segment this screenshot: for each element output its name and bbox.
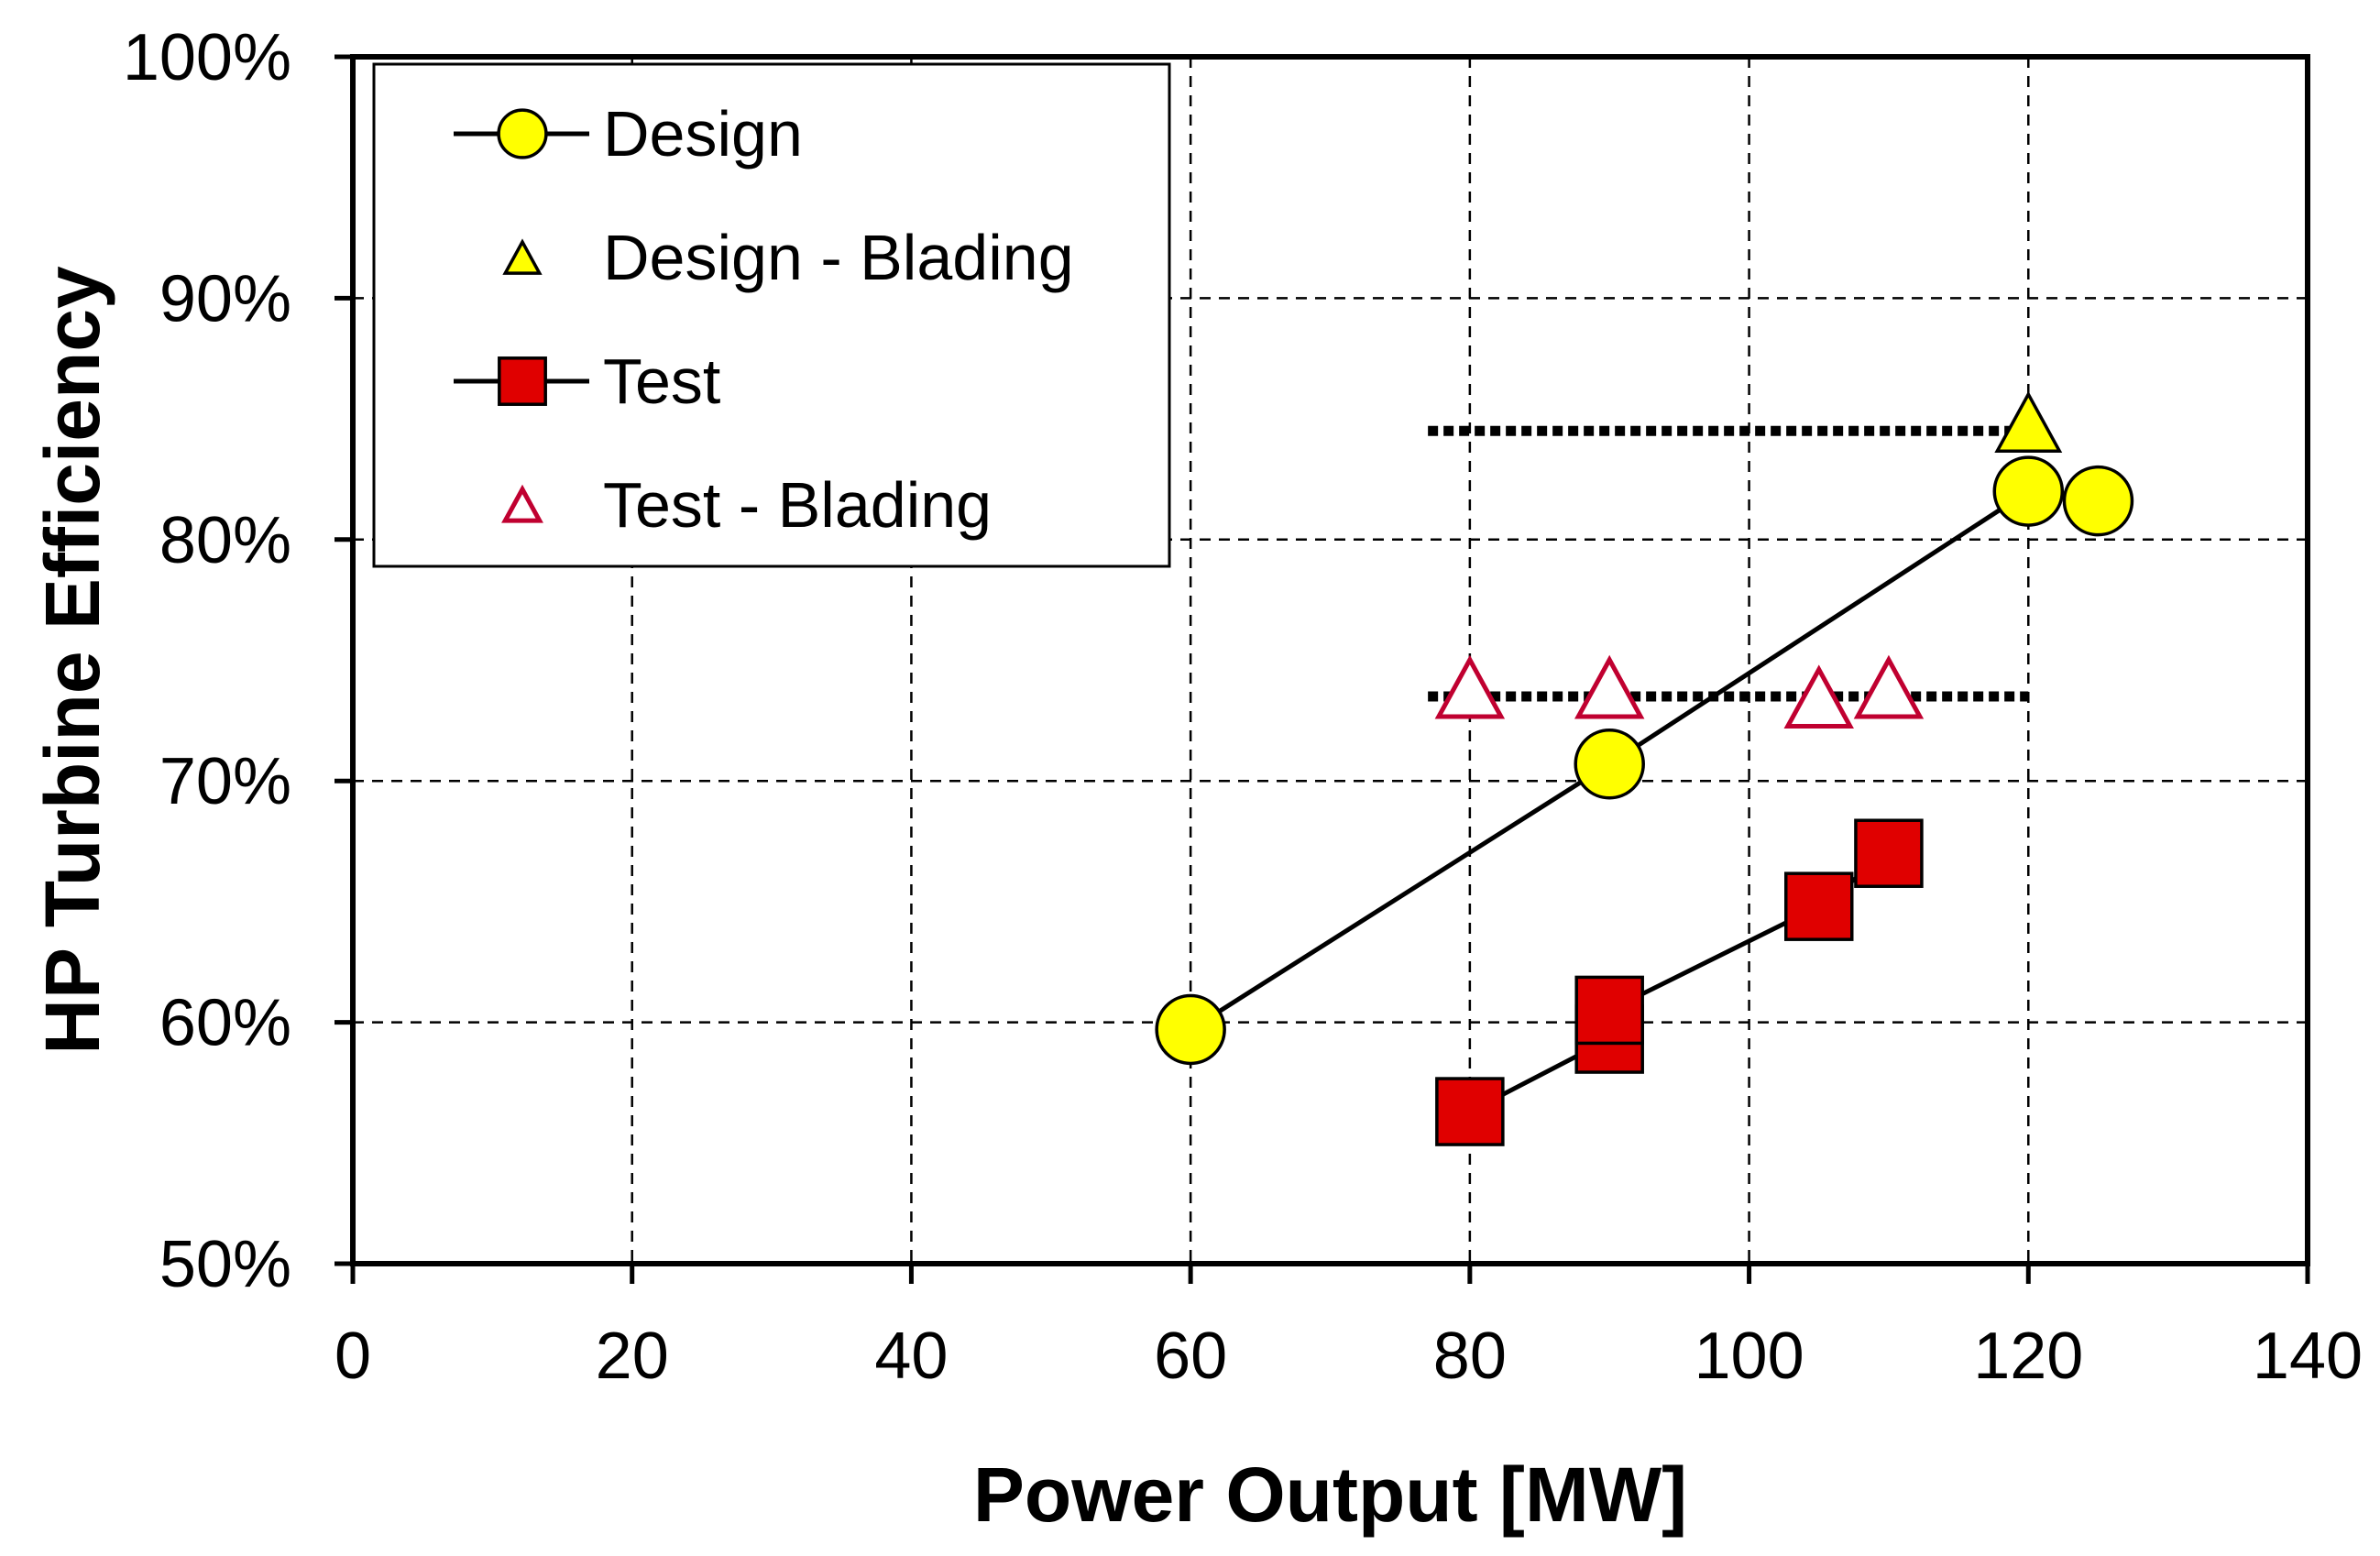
x-tick-label: 80: [1433, 1320, 1507, 1393]
data-point: [1853, 654, 1925, 719]
legend: Design Design - Blading Test Test - Blading: [372, 62, 1171, 568]
series-design: [1155, 455, 2134, 1066]
axis-ticks: 0 20 40 60 80 100 120 140 50% 60% 70% 80% 90% 100%: [123, 21, 2363, 1393]
series-design-blading: [1994, 390, 2063, 454]
data-point: [1574, 975, 1644, 1046]
data-point: [1155, 993, 1226, 1066]
legend-label: Test - Blading: [603, 469, 992, 541]
y-tick-label: 50%: [159, 1228, 291, 1301]
data-point: [1574, 729, 1645, 800]
data-point: [1434, 654, 1506, 719]
y-tick-label: 80%: [159, 504, 291, 577]
plot-frame: [350, 54, 2310, 1266]
data-point: [1994, 390, 2063, 454]
y-tick-label: 60%: [159, 987, 291, 1060]
data-point: [1784, 871, 1854, 941]
x-tick-label: 40: [874, 1320, 948, 1393]
x-tick-label: 100: [1695, 1320, 1804, 1393]
legend-marker: [501, 484, 543, 523]
legend-marker: [498, 356, 547, 406]
x-tick-label: 120: [1973, 1320, 2083, 1393]
y-tick-label: 70%: [159, 745, 291, 818]
data-point: [1574, 654, 1645, 719]
x-axis-title: Power Output [MW]: [973, 1452, 1687, 1538]
series-test: [1435, 818, 1924, 1146]
data-point: [1435, 1077, 1505, 1146]
data-point: [1783, 664, 1854, 729]
x-tick-label: 20: [596, 1320, 669, 1393]
data-point: [2062, 465, 2134, 537]
y-axis-title: HP Turbine Efficiency: [29, 266, 115, 1055]
data-series: [1155, 390, 2134, 1146]
x-tick-label: 0: [335, 1320, 371, 1393]
x-tick-label: 140: [2253, 1320, 2363, 1393]
legend-label: Design - Blading: [603, 222, 1074, 293]
x-tick-label: 60: [1154, 1320, 1227, 1393]
legend-marker: [497, 108, 548, 159]
series-test-blading: [1434, 654, 1925, 729]
reference-lines: [1428, 425, 2029, 702]
y-tick-label: 90%: [159, 262, 291, 335]
data-point: [1854, 818, 1924, 888]
legend-marker: [502, 238, 543, 275]
y-tick-label: 100%: [123, 21, 291, 94]
legend-label: Test: [603, 345, 720, 417]
data-point: [1992, 455, 2065, 527]
legend-label: Design: [603, 98, 803, 170]
